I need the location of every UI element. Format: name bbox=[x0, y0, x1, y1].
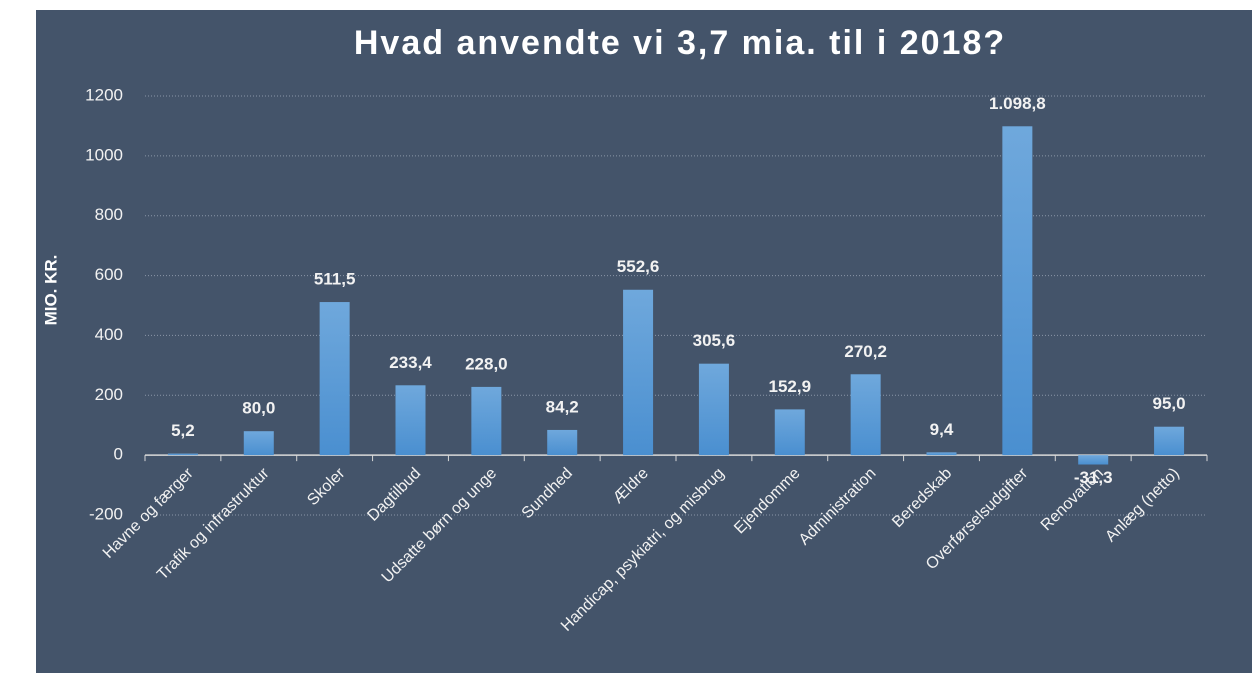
data-label: 552,6 bbox=[617, 257, 660, 276]
bar bbox=[471, 386, 502, 456]
data-label: 1.098,8 bbox=[989, 94, 1046, 113]
data-label: 270,2 bbox=[844, 342, 887, 361]
data-label: -31,3 bbox=[1074, 468, 1113, 487]
bar bbox=[167, 453, 198, 456]
data-label: 84,2 bbox=[546, 397, 579, 416]
y-tick-label: 200 bbox=[95, 385, 123, 404]
data-label: 80,0 bbox=[242, 399, 275, 418]
bar bbox=[395, 385, 426, 456]
chart-title: Hvad anvendte vi 3,7 mia. til i 2018? bbox=[354, 24, 1006, 62]
y-axis-label: MIO. KR. bbox=[41, 255, 60, 326]
data-label: 511,5 bbox=[314, 270, 356, 289]
bar bbox=[319, 302, 350, 456]
bar bbox=[243, 431, 274, 456]
data-label: 233,4 bbox=[389, 353, 432, 372]
bar bbox=[774, 409, 805, 456]
bar bbox=[926, 452, 957, 456]
y-tick-label: 800 bbox=[95, 205, 123, 224]
y-tick-label: 1200 bbox=[85, 85, 123, 104]
y-tick-label: -200 bbox=[89, 504, 123, 523]
data-label: 5,2 bbox=[171, 421, 195, 440]
y-tick-label: 600 bbox=[95, 265, 123, 284]
data-label: 305,6 bbox=[693, 331, 736, 350]
bar bbox=[698, 363, 729, 456]
bar bbox=[1078, 455, 1109, 465]
data-label: 95,0 bbox=[1153, 394, 1186, 413]
data-label: 228,0 bbox=[465, 354, 508, 373]
y-tick-label: 400 bbox=[95, 325, 123, 344]
bar bbox=[1002, 126, 1033, 456]
y-tick-label: 1000 bbox=[85, 145, 123, 164]
bar bbox=[1154, 426, 1185, 456]
data-label: 152,9 bbox=[769, 377, 812, 396]
bar bbox=[623, 289, 654, 456]
bar bbox=[547, 429, 578, 456]
y-tick-label: 0 bbox=[114, 445, 123, 464]
bar bbox=[850, 374, 881, 456]
data-label: 9,4 bbox=[930, 420, 954, 439]
